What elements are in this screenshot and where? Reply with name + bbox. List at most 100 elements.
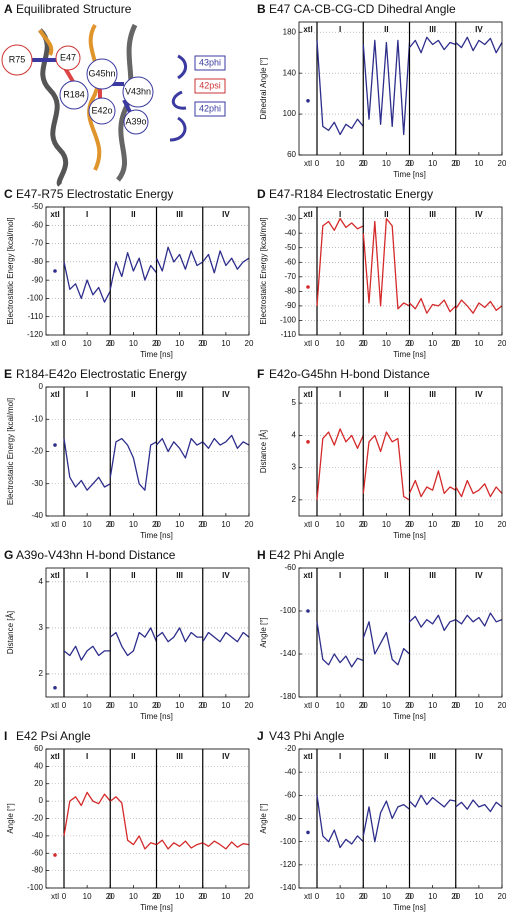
trace — [63, 791, 111, 837]
x-tick-label: 10 — [474, 892, 483, 901]
trace — [316, 795, 364, 849]
y-tick-label: -20 — [284, 744, 296, 753]
x-tick-label: 10 — [474, 159, 483, 168]
y-tick-label: -70 — [31, 239, 43, 248]
loop — [87, 23, 102, 171]
x-tick-label: 0 — [201, 892, 206, 901]
x-tick-label: 10 — [129, 701, 138, 710]
y-tick-label: -80 — [284, 814, 296, 823]
residue-label: R75 — [9, 54, 26, 64]
y-axis-label: Electrostatic Energy [kcal/mol] — [6, 398, 15, 505]
residue-label: V43hn — [125, 86, 151, 96]
segment-label: II — [131, 390, 135, 399]
y-tick-label: -60 — [31, 848, 43, 857]
segment-label: II — [384, 210, 388, 219]
x-tick-label: 0 — [154, 892, 159, 901]
x-axis-label: Time [ns] — [140, 712, 173, 721]
x-axis-label: Time [ns] — [140, 350, 173, 359]
xtl-header: xtl — [303, 571, 312, 580]
residue-label: A39o — [125, 116, 146, 126]
plot-frame — [45, 206, 250, 336]
panel-title: E42 Phi Angle — [269, 548, 345, 562]
residue-label: R184 — [63, 89, 85, 99]
trace — [202, 250, 250, 274]
x-tick-label: 20 — [152, 892, 161, 901]
x-tick-label: 20 — [152, 339, 161, 348]
y-tick-label: -70 — [284, 272, 296, 281]
x-tick-label: 20 — [451, 520, 460, 529]
residue — [86, 58, 118, 90]
plot-frame — [298, 21, 503, 156]
panel-letter: D — [257, 187, 266, 201]
x-tick-label: 10 — [221, 339, 230, 348]
x-tick-label: 10 — [175, 892, 184, 901]
y-tick-label: -80 — [31, 866, 43, 875]
y-axis-label: Angle [°] — [6, 803, 15, 833]
x-tick-label: 10 — [428, 339, 437, 348]
xtl-label: xtl — [51, 339, 59, 348]
residue-label: E47 — [60, 52, 76, 62]
x-tick-label: 0 — [407, 520, 412, 529]
x-tick-label: 10 — [221, 520, 230, 529]
trace — [362, 217, 410, 310]
x-tick-label: 10 — [83, 892, 92, 901]
x-tick-label: 0 — [315, 159, 320, 168]
x-tick-label: 10 — [382, 159, 391, 168]
trace — [362, 39, 411, 136]
y-tick-label: -120 — [280, 860, 297, 869]
xtl-label: xtl — [51, 892, 59, 901]
x-tick-label: 10 — [428, 520, 437, 529]
trace — [408, 36, 457, 54]
trace — [316, 428, 364, 500]
x-tick-label: 20 — [359, 159, 368, 168]
x-tick-label: 0 — [201, 701, 206, 710]
x-tick-label: 20 — [245, 339, 254, 348]
x-tick-label: 20 — [405, 339, 414, 348]
x-tick-label: 20 — [405, 159, 414, 168]
trace — [202, 840, 250, 850]
trace — [156, 437, 204, 459]
trace — [156, 627, 203, 643]
y-tick-label: -100 — [27, 883, 44, 892]
plot-frame — [298, 206, 503, 336]
y-axis-label: Distance [Å] — [259, 430, 268, 473]
y-tick-label: -90 — [284, 301, 296, 310]
y-axis-label: Distance [Å] — [6, 611, 15, 654]
segment-label: IV — [222, 571, 230, 580]
x-tick-label: 20 — [245, 701, 254, 710]
x-tick-label: 20 — [245, 520, 254, 529]
y-tick-label: 100 — [283, 109, 297, 118]
segment-label: III — [429, 571, 436, 580]
x-tick-label: 10 — [336, 520, 345, 529]
xtl-label: xtl — [51, 520, 59, 529]
y-tick-label: -40 — [31, 511, 43, 520]
y-axis-label: Electrostatic Energy [kcal/mol] — [259, 217, 268, 324]
trace — [455, 612, 503, 627]
residue-label: G45hn — [88, 68, 115, 78]
x-tick-label: 0 — [454, 701, 459, 710]
xtl-header: xtl — [303, 25, 312, 34]
x-tick-label: 20 — [106, 339, 115, 348]
trace — [316, 40, 364, 136]
x-tick-label: 10 — [175, 339, 184, 348]
segment-label: I — [339, 752, 341, 761]
segment-label: II — [384, 390, 388, 399]
x-tick-label: 0 — [108, 892, 113, 901]
x-axis-label: Time [ns] — [140, 531, 173, 540]
panel-title: E42o-G45hn H-bond Distance — [269, 367, 430, 381]
x-tick-label: 20 — [498, 701, 506, 710]
x-tick-label: 10 — [221, 701, 230, 710]
segment-label: III — [429, 25, 436, 34]
trace — [202, 434, 250, 449]
x-tick-label: 0 — [315, 892, 320, 901]
y-tick-label: 2 — [292, 495, 297, 504]
segment-label: II — [131, 571, 135, 580]
x-tick-label: 20 — [152, 520, 161, 529]
y-tick-label: 40 — [34, 761, 43, 770]
y-tick-label: -60 — [31, 220, 43, 229]
x-tick-label: 10 — [474, 520, 483, 529]
trace — [109, 437, 157, 491]
x-tick-label: 0 — [454, 159, 459, 168]
xtl-label: xtl — [304, 701, 312, 710]
